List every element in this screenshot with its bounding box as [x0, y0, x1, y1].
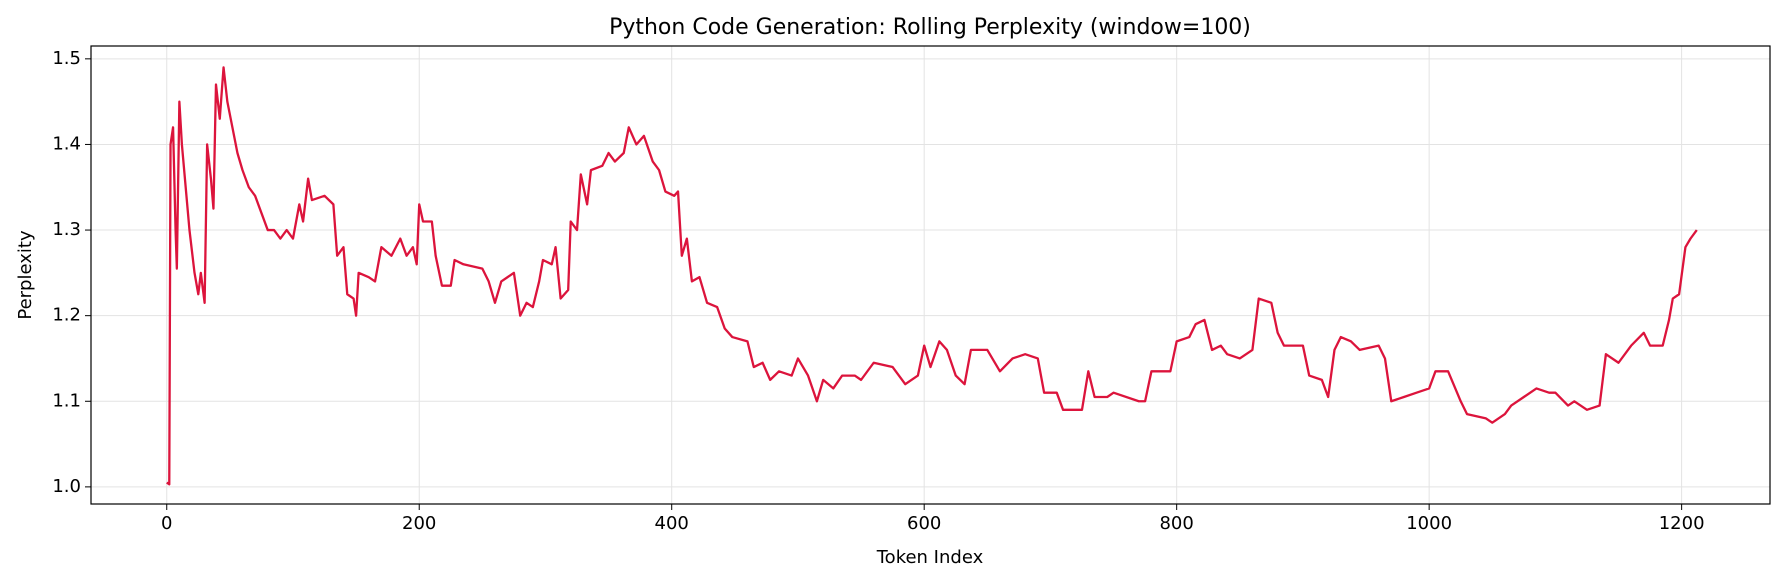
- x-tick-label: 200: [402, 513, 436, 534]
- chart-title: Python Code Generation: Rolling Perplexi…: [609, 15, 1251, 40]
- y-tick-label: 1.4: [52, 133, 81, 154]
- x-axis-label: Token Index: [876, 547, 984, 568]
- y-tick-label: 1.1: [52, 390, 81, 411]
- y-tick-label: 1.5: [52, 48, 81, 69]
- y-tick-label: 1.0: [52, 476, 81, 497]
- x-tick-label: 1000: [1406, 513, 1452, 534]
- x-tick-label: 800: [1159, 513, 1193, 534]
- x-tick-label: 1200: [1659, 513, 1705, 534]
- plot-frame: [90, 45, 1771, 505]
- y-tick-label: 1.2: [52, 305, 81, 326]
- y-axis-label: Perplexity: [15, 230, 36, 320]
- x-tick-label: 400: [655, 513, 689, 534]
- x-tick-label: 0: [161, 513, 172, 534]
- y-tick-label: 1.3: [52, 219, 81, 240]
- line: [166, 66, 1698, 486]
- x-tick-label: 600: [907, 513, 941, 534]
